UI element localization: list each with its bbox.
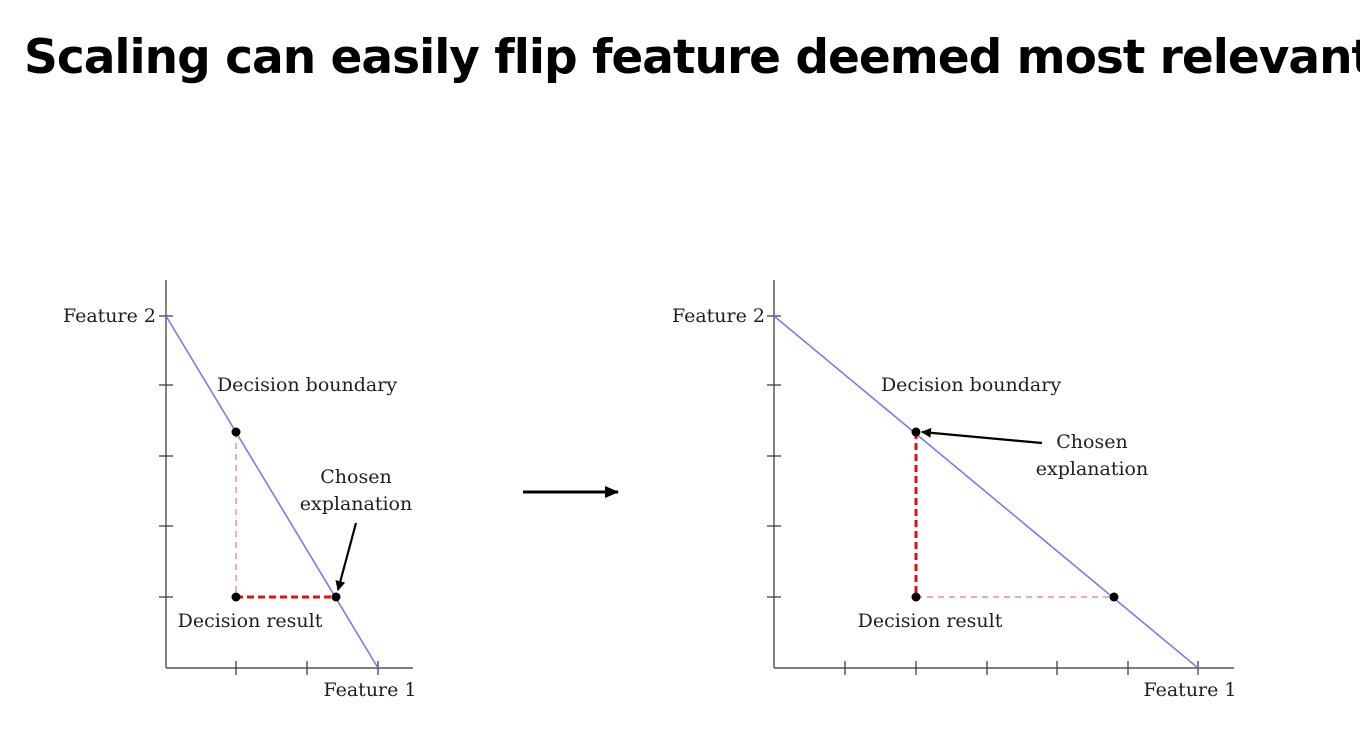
left-alternative-point — [231, 427, 241, 437]
right-decision-boundary-line — [773, 315, 1199, 669]
left-x-axis-label: Feature 1 — [323, 679, 416, 701]
right-alternative-point — [1109, 592, 1119, 602]
left-y-axis-label: Feature 2 — [63, 305, 156, 327]
right-x-axis-label: Feature 1 — [1143, 679, 1236, 701]
left-decision-boundary-line — [165, 315, 379, 669]
right-explanation-label-line2: explanation — [1036, 458, 1148, 480]
right-chosen-explanation-point — [911, 427, 921, 437]
left-diagram: Feature 2 Feature 1 Decision boundary De… — [63, 280, 417, 701]
right-y-ticks — [767, 315, 781, 598]
left-result-label: Decision result — [178, 610, 323, 632]
left-explanation-arrow — [335, 522, 358, 591]
left-boundary-label: Decision boundary — [217, 374, 397, 396]
left-chosen-explanation-point — [331, 592, 341, 602]
left-decision-result-point — [231, 592, 241, 602]
slide-title: Scaling can easily flip feature deemed m… — [24, 30, 1360, 85]
left-explanation-label-line1: Chosen — [320, 466, 391, 488]
right-y-axis-label: Feature 2 — [672, 305, 765, 327]
right-result-label: Decision result — [858, 610, 1003, 632]
right-boundary-label: Decision boundary — [881, 374, 1061, 396]
right-explanation-label-line1: Chosen — [1056, 431, 1127, 453]
right-explanation-arrow — [921, 427, 1043, 445]
right-diagram: Feature 2 Feature 1 Decision boundary De… — [672, 280, 1237, 701]
right-decision-result-point — [911, 592, 921, 602]
left-explanation-label-line2: explanation — [300, 493, 412, 515]
